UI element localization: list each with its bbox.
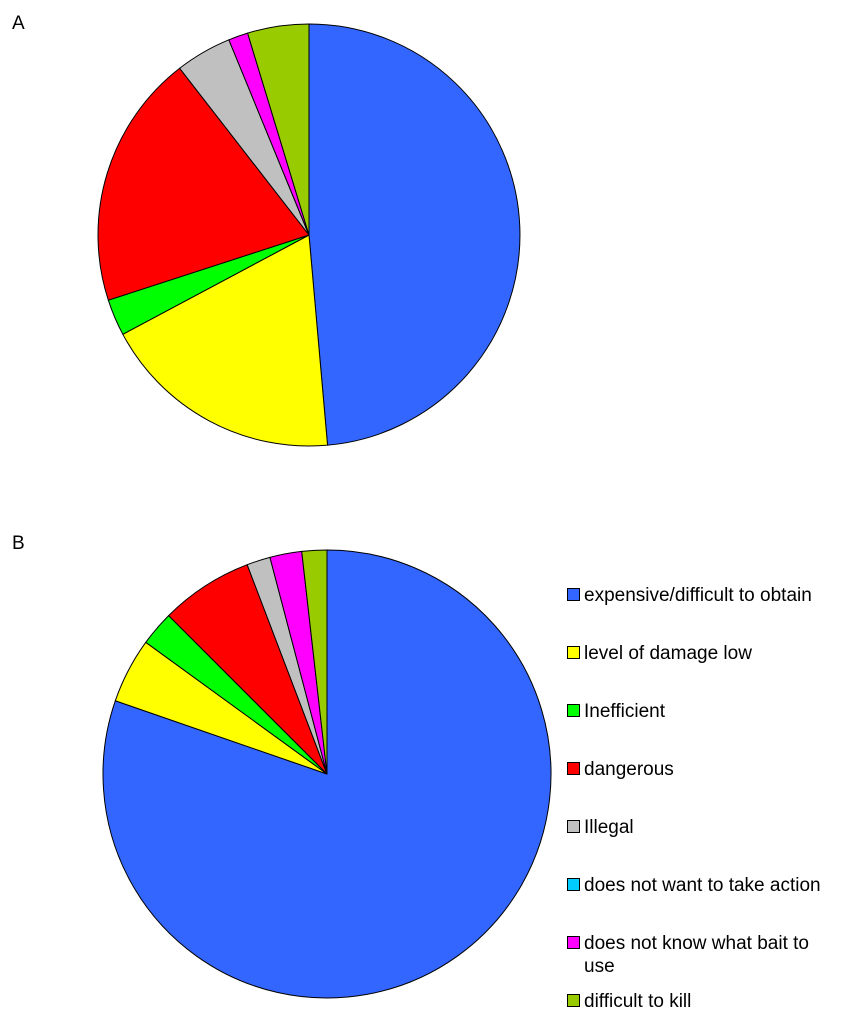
pie-slice-dangerous (97, 67, 310, 301)
legend-item: does not know what bait to use (567, 932, 829, 978)
legend-label: dangerous (584, 759, 674, 780)
legend-item: level of damage low (567, 642, 752, 665)
legend-label: difficult to kill (584, 991, 692, 1012)
legend-item: Illegal (567, 816, 634, 839)
legend-swatch (567, 878, 580, 891)
legend-label: does not know what bait to use (584, 933, 809, 977)
legend-item: does not want to take action (567, 874, 821, 897)
pie-slice-expensive-difficult-to-obtain (102, 549, 552, 999)
pie-chart-a (97, 23, 521, 447)
legend-item: difficult to kill (567, 990, 691, 1013)
pie-slice-level-of-damage-low (122, 234, 329, 447)
legend-label: level of damage low (584, 643, 752, 664)
legend-swatch (567, 588, 580, 601)
legend-item: dangerous (567, 758, 674, 781)
pie-slice-difficult-to-kill (247, 23, 310, 236)
legend-swatch (567, 704, 580, 717)
legend-item: expensive/difficult to obtain (567, 584, 812, 607)
pie-chart-b (102, 549, 552, 999)
legend-swatch (567, 820, 580, 833)
legend-swatch (567, 994, 580, 1007)
panel-label-b: B (12, 533, 25, 554)
pie-slice-expensive-difficult-to-obtain (308, 23, 521, 446)
legend-swatch (567, 762, 580, 775)
pie-slice-difficult-to-kill (301, 549, 328, 775)
legend-item: Inefficient (567, 700, 665, 723)
legend-swatch (567, 646, 580, 659)
legend-label: Illegal (584, 817, 634, 838)
legend-label: Inefficient (584, 701, 665, 722)
panel-label-a: A (12, 13, 25, 34)
legend-label: does not want to take action (584, 875, 821, 896)
legend-label: expensive/difficult to obtain (584, 585, 812, 606)
legend-swatch (567, 936, 580, 949)
